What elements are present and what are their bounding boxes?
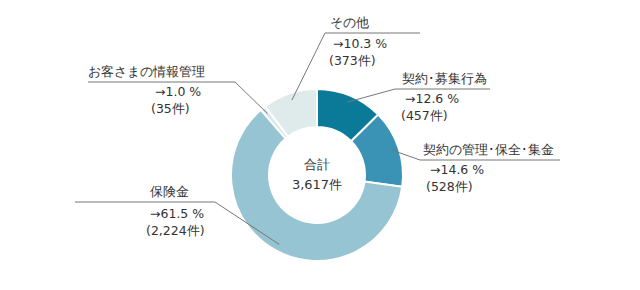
svg-text:→10.3 %: →10.3 %: [333, 36, 387, 51]
svg-text:→12.6 %: →12.6 %: [405, 91, 459, 106]
svg-text:3,617件: 3,617件: [292, 177, 342, 192]
svg-text:お客さまの情報管理: お客さまの情報管理: [88, 64, 205, 79]
svg-text:(35件): (35件): [151, 101, 190, 116]
svg-text:→61.5 %: →61.5 %: [150, 206, 204, 221]
svg-text:保険金: 保険金: [150, 184, 189, 199]
svg-text:→1.0 %: →1.0 %: [155, 84, 201, 99]
svg-text:(457件): (457件): [401, 108, 448, 123]
svg-text:(373件): (373件): [329, 53, 376, 68]
svg-text:その他: その他: [330, 15, 369, 30]
svg-text:→14.6 %: →14.6 %: [430, 162, 484, 177]
svg-text:契約･募集行為: 契約･募集行為: [402, 71, 487, 86]
svg-text:(2,224件): (2,224件): [146, 223, 205, 238]
svg-text:(528件): (528件): [426, 179, 473, 194]
svg-text:契約の管理･保全･集金: 契約の管理･保全･集金: [423, 142, 554, 157]
svg-text:合計: 合計: [304, 157, 330, 172]
